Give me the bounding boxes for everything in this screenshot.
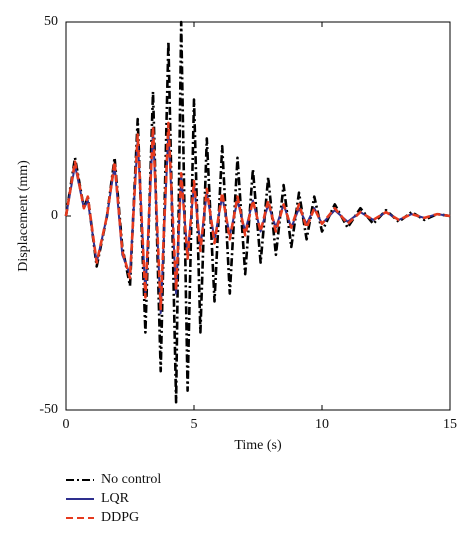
x-axis-label: Time (s) bbox=[234, 438, 282, 453]
x-tick-label: 5 bbox=[191, 417, 198, 432]
y-tick-label: 0 bbox=[51, 208, 58, 223]
legend-label: DDPG bbox=[101, 510, 139, 525]
y-tick-label: -50 bbox=[39, 402, 58, 417]
y-axis-label: Displacement (mm) bbox=[16, 160, 31, 272]
x-tick-label: 15 bbox=[443, 417, 457, 432]
x-tick-label: 10 bbox=[315, 417, 329, 432]
series-line bbox=[64, 20, 451, 404]
legend-label: LQR bbox=[101, 491, 130, 506]
legend-label: No control bbox=[101, 472, 161, 487]
y-tick-label: 50 bbox=[44, 14, 58, 29]
series-line bbox=[65, 129, 451, 314]
series-line bbox=[64, 121, 451, 311]
x-tick-label: 0 bbox=[63, 417, 70, 432]
